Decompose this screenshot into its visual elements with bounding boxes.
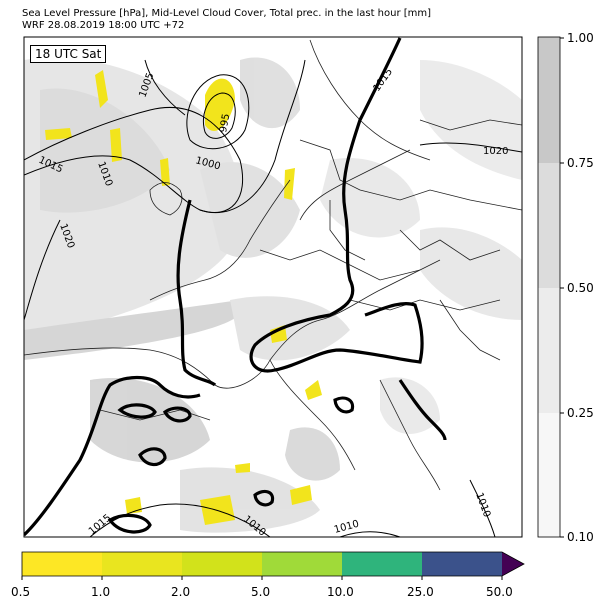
cloud-colorbar-segment	[538, 37, 560, 163]
isobar-label: 1020	[483, 146, 508, 157]
precip-colorbar-segment	[262, 552, 342, 576]
cloud-colorbar-tick: 1.00	[567, 31, 594, 45]
map-frame	[23, 36, 523, 538]
cloud-colorbar-tick: 0.75	[567, 156, 594, 170]
precip-colorbar-segment	[422, 552, 502, 576]
isobar-label: 995	[218, 113, 232, 134]
precip-colorbar-segment	[102, 552, 182, 576]
precip-colorbar-tick: 10.0	[327, 585, 354, 599]
precipitation-colorbar	[21, 551, 525, 580]
precip-colorbar-segment	[22, 552, 102, 576]
cloud-colorbar-tick: 0.25	[567, 406, 594, 420]
map-title-line1: Sea Level Pressure [hPa], Mid-Level Clou…	[22, 8, 432, 19]
map-title-line2: WRF 28.08.2019 18:00 UTC +72	[22, 20, 185, 31]
precip-colorbar-tick: 5.0	[251, 585, 271, 599]
cloud-cover-shading	[24, 57, 522, 533]
cloud-colorbar-segment	[538, 163, 560, 288]
precip-colorbar-extend-arrow	[502, 552, 524, 576]
precip-colorbar-tick: 1.0	[91, 585, 111, 599]
cloud-cover-colorbar	[537, 36, 564, 538]
isobar-1015-bold	[24, 37, 447, 537]
precipitation-areas	[45, 70, 322, 525]
cloud-colorbar-segment	[538, 288, 560, 413]
cloud-colorbar-tick: 0.10	[567, 530, 594, 544]
cloud-colorbar-segment	[538, 413, 560, 537]
precip-colorbar-segment	[182, 552, 262, 576]
precip-colorbar-tick: 0.5	[11, 585, 31, 599]
cloud-colorbar-tick: 0.50	[567, 281, 594, 295]
precip-colorbar-tick: 2.0	[171, 585, 191, 599]
isobars	[24, 59, 522, 537]
precip-colorbar-tick: 50.0	[486, 585, 513, 599]
precip-colorbar-tick: 25.0	[407, 585, 434, 599]
precip-colorbar-segment	[342, 552, 422, 576]
time-badge: 18 UTC Sat	[30, 45, 107, 63]
